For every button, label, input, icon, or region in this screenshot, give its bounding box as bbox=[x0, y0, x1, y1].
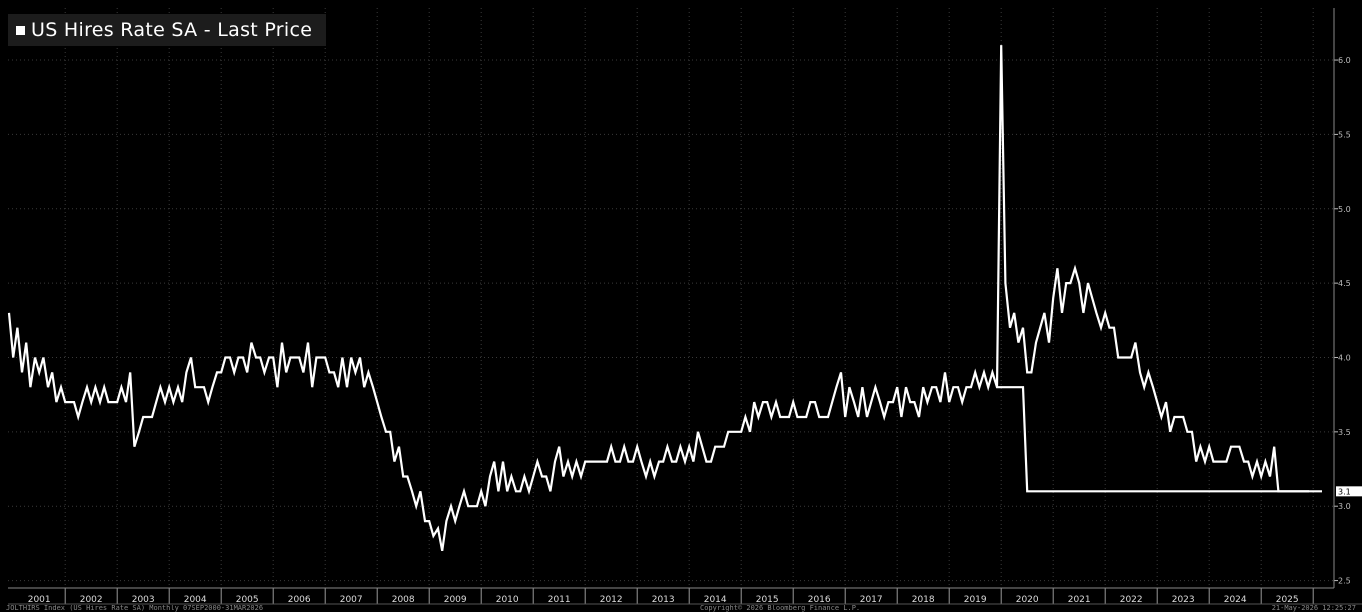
x-tick-label: 2024 bbox=[1224, 595, 1247, 605]
x-tick-label: 2017 bbox=[860, 595, 883, 605]
x-tick-label: 2022 bbox=[1120, 595, 1143, 605]
x-tick-label: 2021 bbox=[1068, 595, 1091, 605]
y-tick-label: 4.0 bbox=[1338, 353, 1351, 362]
x-tick-label: 2011 bbox=[548, 595, 571, 605]
x-tick-label: 2012 bbox=[600, 595, 623, 605]
x-tick-label: 2019 bbox=[964, 595, 987, 605]
x-tick-label: 2018 bbox=[912, 595, 935, 605]
x-tick-label: 2004 bbox=[184, 595, 207, 605]
legend-swatch bbox=[16, 25, 25, 35]
y-tick-label: 6.0 bbox=[1338, 56, 1351, 65]
x-tick-label: 2023 bbox=[1172, 595, 1195, 605]
last-value-label: 3.1 bbox=[1338, 487, 1351, 496]
x-tick-labels: 2001 2002 2003 2004 2005 2006 2007 2008 2009 2010… bbox=[28, 595, 1299, 605]
footer: JOLTHIRS Index (US Hires Rate SA) Monthl… bbox=[0, 605, 1362, 612]
y-tick-label: 5.0 bbox=[1338, 205, 1351, 214]
last-value-tag: 3.1 bbox=[1336, 486, 1362, 497]
x-tick-label: 2008 bbox=[392, 595, 415, 605]
x-tick-label: 2025 bbox=[1276, 595, 1299, 605]
footer-left: JOLTHIRS Index (US Hires Rate SA) Monthl… bbox=[6, 605, 264, 612]
footer-right: 21-May-2026 12:25:27 bbox=[1271, 605, 1356, 612]
x-tick-label: 2009 bbox=[444, 595, 467, 605]
axes bbox=[8, 8, 1362, 605]
y-tick-labels: 2.5 3.0 3.5 4.0 4.5 5.0 5.5 6.0 bbox=[1338, 56, 1351, 586]
x-tick-label: 2016 bbox=[808, 595, 831, 605]
y-tick-label: 5.5 bbox=[1338, 130, 1351, 139]
x-tick-label: 2001 bbox=[28, 595, 51, 605]
y-tick-label: 3.5 bbox=[1338, 428, 1351, 437]
y-tick-label: 2.5 bbox=[1338, 577, 1351, 586]
x-tick-label: 2010 bbox=[496, 595, 519, 605]
x-tick-label: 2007 bbox=[340, 595, 363, 605]
last-value-box bbox=[1336, 486, 1362, 497]
legend: US Hires Rate SA - Last Price bbox=[8, 14, 327, 46]
x-tick-label: 2006 bbox=[288, 595, 311, 605]
x-tick-label: 2013 bbox=[652, 595, 675, 605]
x-tick-label: 2003 bbox=[132, 595, 155, 605]
x-tick-label: 2020 bbox=[1016, 595, 1039, 605]
footer-center: Copyright© 2026 Bloomberg Finance L.P. bbox=[700, 605, 861, 612]
series-line-1 bbox=[995, 45, 1309, 493]
y-tick-label: 3.0 bbox=[1338, 502, 1351, 511]
series-line-0 bbox=[7, 312, 1322, 552]
series-lines bbox=[7, 45, 1322, 552]
legend-label: US Hires Rate SA - Last Price bbox=[31, 19, 313, 41]
x-tick-label: 2002 bbox=[80, 595, 103, 605]
x-tick-label: 2015 bbox=[756, 595, 779, 605]
top-scribble bbox=[1200, 0, 1270, 8]
y-tick-label: 4.5 bbox=[1338, 279, 1351, 288]
x-tick-label: 2014 bbox=[704, 595, 727, 605]
x-tick-label: 2005 bbox=[236, 595, 259, 605]
